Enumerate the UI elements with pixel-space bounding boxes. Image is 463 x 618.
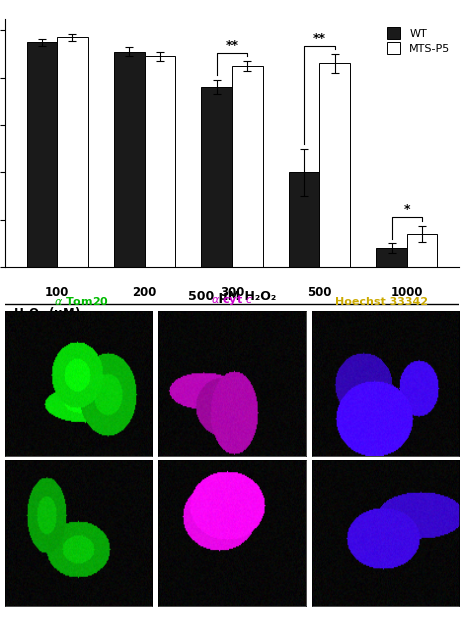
Text: $\alpha$ Tom20: $\alpha$ Tom20 [54,295,109,307]
Text: **: ** [312,32,325,44]
Text: 1000: 1000 [390,286,422,299]
Bar [406,234,437,267]
Text: **: ** [225,39,238,52]
Bar [232,66,262,267]
Text: $\alpha$ cyt $\it{c}$: $\alpha$ cyt $\it{c}$ [211,292,252,307]
Bar [288,172,319,267]
Text: *: * [403,203,409,216]
Legend: WT, MTS-P5: WT, MTS-P5 [383,24,453,57]
Bar [114,52,144,267]
Text: 300: 300 [219,286,244,299]
Bar [201,87,232,267]
Text: H$_2$O$_2$ (μM): H$_2$O$_2$ (μM) [13,305,81,322]
Text: 500: 500 [307,286,331,299]
Text: 200: 200 [132,286,156,299]
Text: Hoechst 33342: Hoechst 33342 [335,297,428,307]
Bar [57,38,88,267]
Bar [319,64,349,267]
Text: 500 μM H₂O₂: 500 μM H₂O₂ [188,290,275,303]
Bar [375,248,406,267]
Text: 100: 100 [45,286,69,299]
Bar [26,42,57,267]
Bar [144,56,175,267]
